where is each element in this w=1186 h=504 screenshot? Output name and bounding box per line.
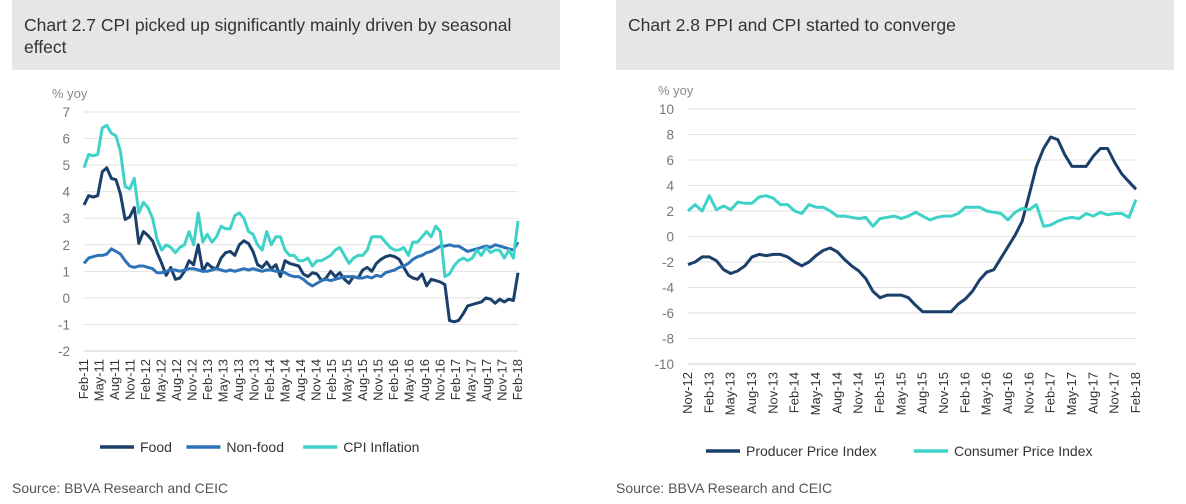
y-tick-label: 3 <box>62 211 70 226</box>
legend-label: Producer Price Index <box>746 443 877 459</box>
x-tick-label: May-15 <box>340 359 355 402</box>
x-tick-label: Nov-13 <box>765 372 780 414</box>
y-tick-label: 2 <box>666 204 674 219</box>
x-tick-label: Feb-14 <box>262 359 277 400</box>
x-tick-label: Feb-18 <box>510 359 525 400</box>
x-tick-label: Aug-13 <box>744 372 759 414</box>
series-line-consumer-price-index <box>686 194 1138 228</box>
y-tick-label: 6 <box>62 132 70 147</box>
chart-right-svg: % yoy -10 -8 -6 -4 -2 0 2 4 6 8 10 Nov-12 Feb-13 May-1… <box>654 83 1143 459</box>
legend-label: Non-food <box>226 439 284 455</box>
x-tick-label: Aug-15 <box>355 359 370 401</box>
x-tick-label: Feb-16 <box>386 359 401 400</box>
y-tick-label: 0 <box>62 291 70 306</box>
y-tick-label: 8 <box>666 128 674 143</box>
x-tick-label: Aug-17 <box>1085 372 1100 414</box>
x-tick-label: Aug-15 <box>915 372 930 414</box>
x-tick-label: Feb-12 <box>138 359 153 400</box>
x-tick-label: Nov-13 <box>247 359 262 401</box>
x-tick-label: May-14 <box>278 359 293 402</box>
x-tick-label: Aug-14 <box>829 372 844 414</box>
x-tick-label: Aug-13 <box>231 359 246 401</box>
series-line-food <box>82 166 520 324</box>
x-tick-label: May-13 <box>216 359 231 402</box>
series-line-producer-price-index <box>687 135 1138 314</box>
chart-source: Source: BBVA Research and CEIC <box>616 480 833 496</box>
legend-label: Food <box>140 439 172 455</box>
y-tick-label: -4 <box>662 281 674 296</box>
y-tick-label: -1 <box>58 317 70 332</box>
y-tick-label: -6 <box>662 306 674 321</box>
x-tick-label: Aug-17 <box>479 359 494 401</box>
chart-title: Chart 2.7 CPI picked up significantly ma… <box>12 0 560 70</box>
y-axis-label: % yoy <box>52 86 88 101</box>
x-tick-label: Nov-11 <box>123 359 138 400</box>
x-tick-label: Nov-14 <box>851 372 866 414</box>
y-tick-label: -8 <box>662 332 674 347</box>
x-tick-label: Aug-16 <box>1000 372 1015 414</box>
y-tick-label: 1 <box>62 264 70 279</box>
chart-title: Chart 2.8 PPI and CPI started to converg… <box>616 0 1174 70</box>
x-tick-label: May-17 <box>1064 372 1079 415</box>
legend-label: CPI Inflation <box>343 439 419 455</box>
series-line-cpi-inflation <box>82 123 520 279</box>
chart-panel-left: Chart 2.7 CPI picked up significantly ma… <box>12 0 560 504</box>
x-tick-label: Nov-14 <box>309 359 324 401</box>
y-tick-label: 4 <box>62 185 70 200</box>
y-tick-label: -10 <box>654 357 674 372</box>
x-tick-label: Aug-16 <box>417 359 432 401</box>
legend-label: Consumer Price Index <box>954 443 1093 459</box>
x-tick-label: Nov-15 <box>936 372 951 414</box>
x-tick-label: Nov-15 <box>371 359 386 401</box>
x-tick-label: Feb-17 <box>448 359 463 400</box>
x-tick-label: Feb-11 <box>76 359 91 399</box>
chart-panel-right: Chart 2.8 PPI and CPI started to converg… <box>616 0 1174 504</box>
chart-source: Source: BBVA Research and CEIC <box>12 480 229 496</box>
x-tick-label: May-16 <box>979 372 994 415</box>
x-tick-label: Feb-13 <box>701 372 716 413</box>
series-line-non-food <box>82 241 520 288</box>
x-tick-label: Aug-11 <box>107 359 122 400</box>
x-tick-label: Nov-17 <box>1107 372 1122 414</box>
y-tick-label: 2 <box>62 238 70 253</box>
x-tick-label: Nov-12 <box>680 372 695 414</box>
x-tick-label: May-14 <box>808 372 823 415</box>
x-tick-label: Nov-16 <box>433 359 448 401</box>
x-tick-label: Feb-18 <box>1128 372 1143 413</box>
x-tick-label: May-12 <box>154 359 169 402</box>
x-tick-label: May-16 <box>402 359 417 402</box>
x-tick-label: Feb-15 <box>324 359 339 400</box>
y-tick-label: -2 <box>58 344 70 359</box>
x-tick-label: May-15 <box>893 372 908 415</box>
x-tick-label: May-17 <box>464 359 479 402</box>
x-tick-label: Aug-12 <box>169 359 184 401</box>
y-tick-label: 0 <box>666 230 674 245</box>
y-tick-label: 4 <box>666 179 674 194</box>
x-tick-label: Nov-17 <box>495 359 510 401</box>
x-tick-label: Nov-16 <box>1021 372 1036 414</box>
y-tick-label: 6 <box>666 153 674 168</box>
x-tick-label: May-11 <box>92 359 107 401</box>
x-tick-label: Aug-14 <box>293 359 308 401</box>
y-tick-label: 10 <box>659 102 674 117</box>
y-axis-label: % yoy <box>658 83 694 98</box>
y-tick-label: -2 <box>662 255 674 270</box>
x-tick-label: May-13 <box>723 372 738 415</box>
x-tick-label: Feb-15 <box>872 372 887 413</box>
x-tick-label: Feb-17 <box>1043 372 1058 413</box>
x-tick-label: Feb-14 <box>787 372 802 413</box>
x-tick-label: Nov-12 <box>185 359 200 401</box>
y-tick-label: 5 <box>62 158 70 173</box>
y-tick-label: 7 <box>62 105 70 120</box>
x-tick-label: Feb-13 <box>200 359 215 400</box>
x-tick-label: Feb-16 <box>957 372 972 413</box>
